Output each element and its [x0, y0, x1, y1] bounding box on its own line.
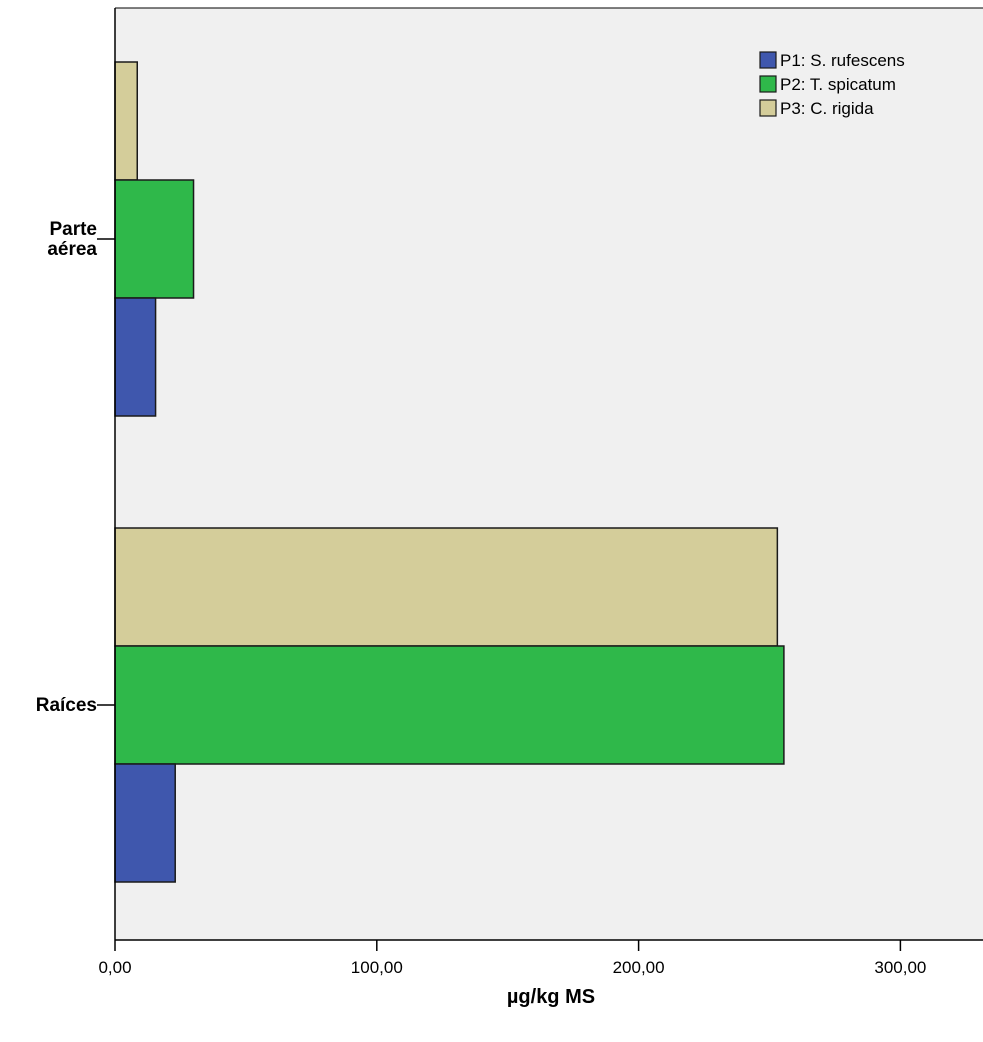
- bar-parte-aerea-p3: [114, 61, 139, 181]
- legend-label-p3: P3: C. rigida: [780, 99, 874, 118]
- legend-swatch-p2: [759, 75, 777, 93]
- x-tick-label-200: 200,00: [613, 958, 665, 977]
- x-tick-label-100: 100,00: [351, 958, 403, 977]
- y-tick-label-parte-aerea-line-2: aérea: [47, 239, 97, 260]
- legend-swatch-p1: [759, 51, 777, 69]
- bar-raices-p1: [114, 763, 176, 883]
- bar-parte-aerea-p1: [114, 297, 157, 417]
- y-tick-label-parte-aerea-line-1: Parte: [49, 219, 97, 240]
- y-tick-label-raices: Raíces: [36, 695, 97, 716]
- bar-raices-p3: [114, 527, 779, 647]
- bar-raices-p2: [114, 645, 785, 765]
- bar-parte-aerea-p2: [114, 179, 195, 299]
- plot-area: [115, 8, 983, 940]
- x-tick-label-0: 0,00: [98, 958, 131, 977]
- legend-label-p2: P2: T. spicatum: [780, 75, 896, 94]
- legend-label-p1: P1: S. rufescens: [780, 51, 905, 70]
- x-axis-title: µg/kg MS: [507, 986, 595, 1008]
- legend-swatch-p3: [759, 99, 777, 117]
- x-tick-label-300: 300,00: [874, 958, 926, 977]
